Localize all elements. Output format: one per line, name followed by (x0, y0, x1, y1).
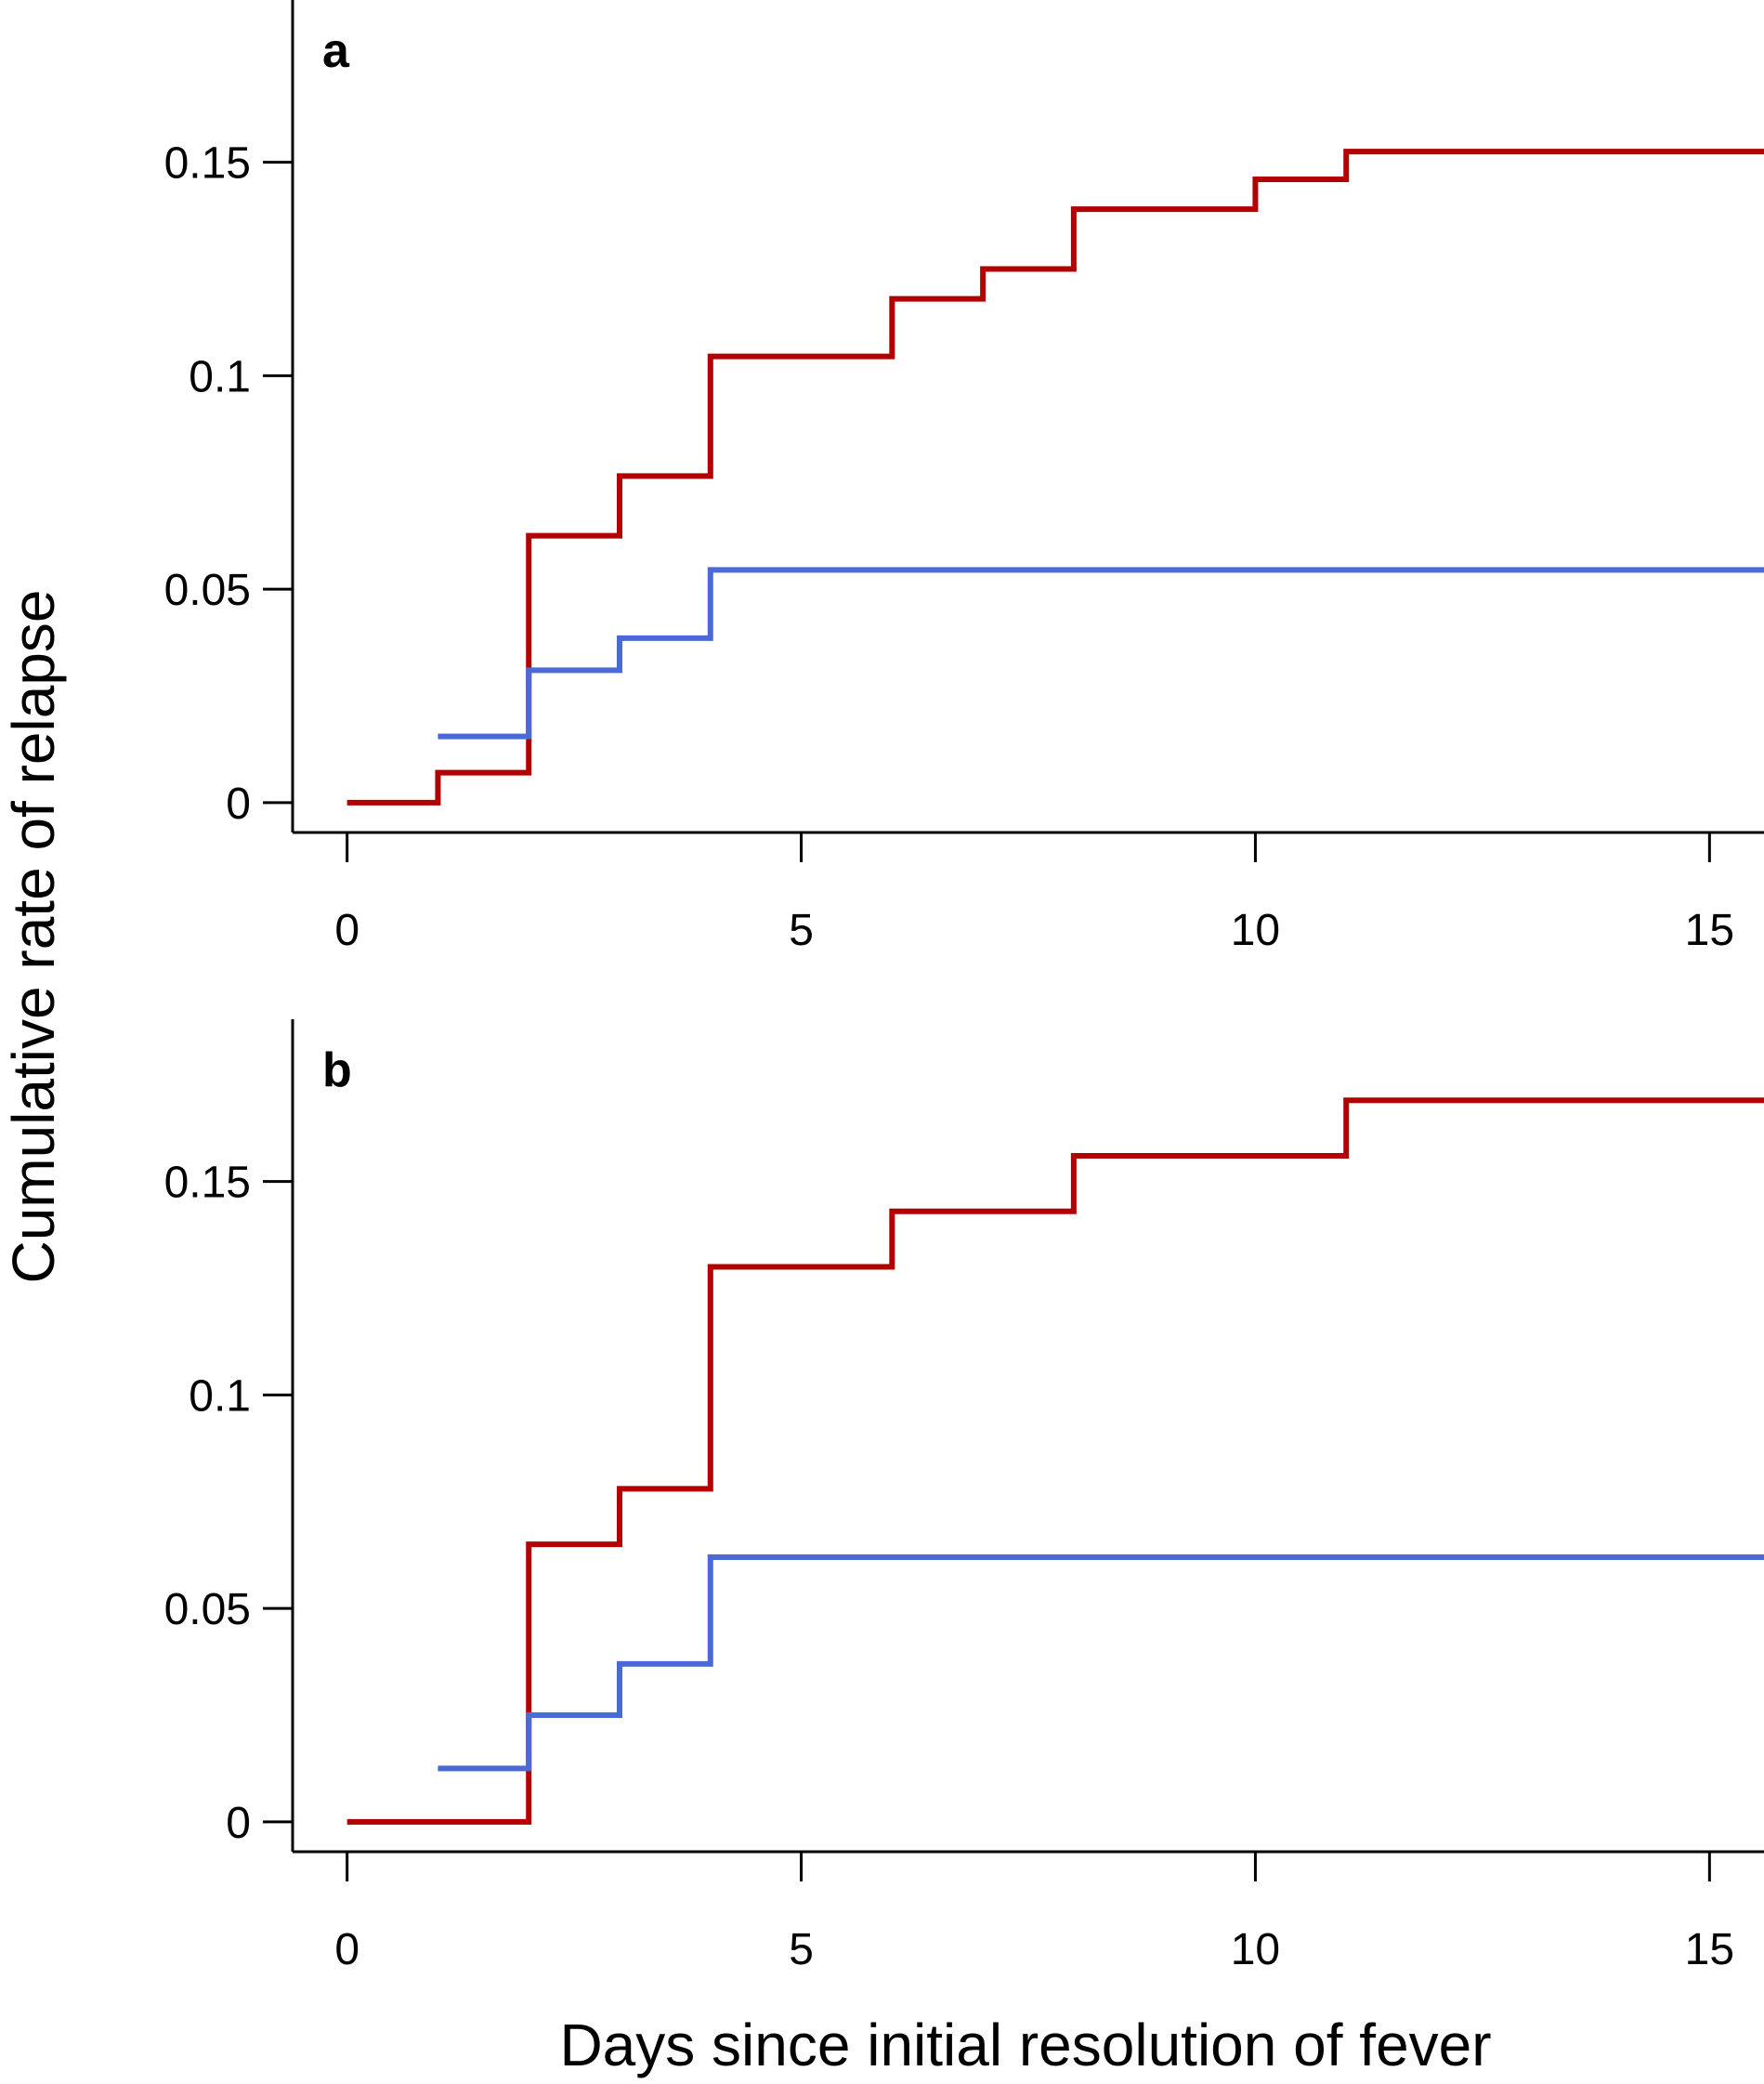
panel-b: 0 0.05 0.1 0.15 0 5 10 15 b (164, 1019, 1764, 1974)
y-tick-label: 0.05 (164, 1585, 251, 1634)
panels: 0 0.05 0.1 0.15 0 5 10 15 a 0 0.05 0.1 0.15 0 5 10 15 b (164, 0, 1764, 1974)
x-tick-label: 15 (1685, 906, 1734, 955)
panel-label: a (322, 24, 350, 78)
x-tick-label: 5 (789, 1925, 814, 1974)
x-axis-title: Days since initial resolution of fever (559, 2012, 1491, 2078)
y-tick-label: 0.1 (189, 352, 251, 401)
y-tick-label: 0 (226, 1799, 251, 1848)
y-tick-label: 0.1 (189, 1371, 251, 1421)
series-line-blue (438, 1553, 1764, 1772)
x-tick-label: 0 (334, 1925, 359, 1974)
x-tick-label: 15 (1685, 1925, 1734, 1974)
y-tick-label: 0.05 (164, 566, 251, 615)
series-line-blue (438, 567, 1764, 740)
x-tick-label: 10 (1231, 906, 1280, 955)
x-tick-label: 10 (1231, 1925, 1280, 1974)
series-line-red (346, 1097, 1764, 1825)
y-tick-label: 0.15 (164, 1159, 251, 1208)
panel-label: b (322, 1043, 352, 1097)
y-tick-label: 0.15 (164, 139, 251, 189)
panel-a: 0 0.05 0.1 0.15 0 5 10 15 a (164, 0, 1764, 955)
x-tick-label: 5 (789, 906, 814, 955)
y-tick-label: 0 (226, 780, 251, 829)
series-line-red (346, 149, 1764, 806)
y-axis-title: Cumulative rate of relapse (0, 589, 67, 1283)
x-tick-label: 0 (334, 906, 359, 955)
